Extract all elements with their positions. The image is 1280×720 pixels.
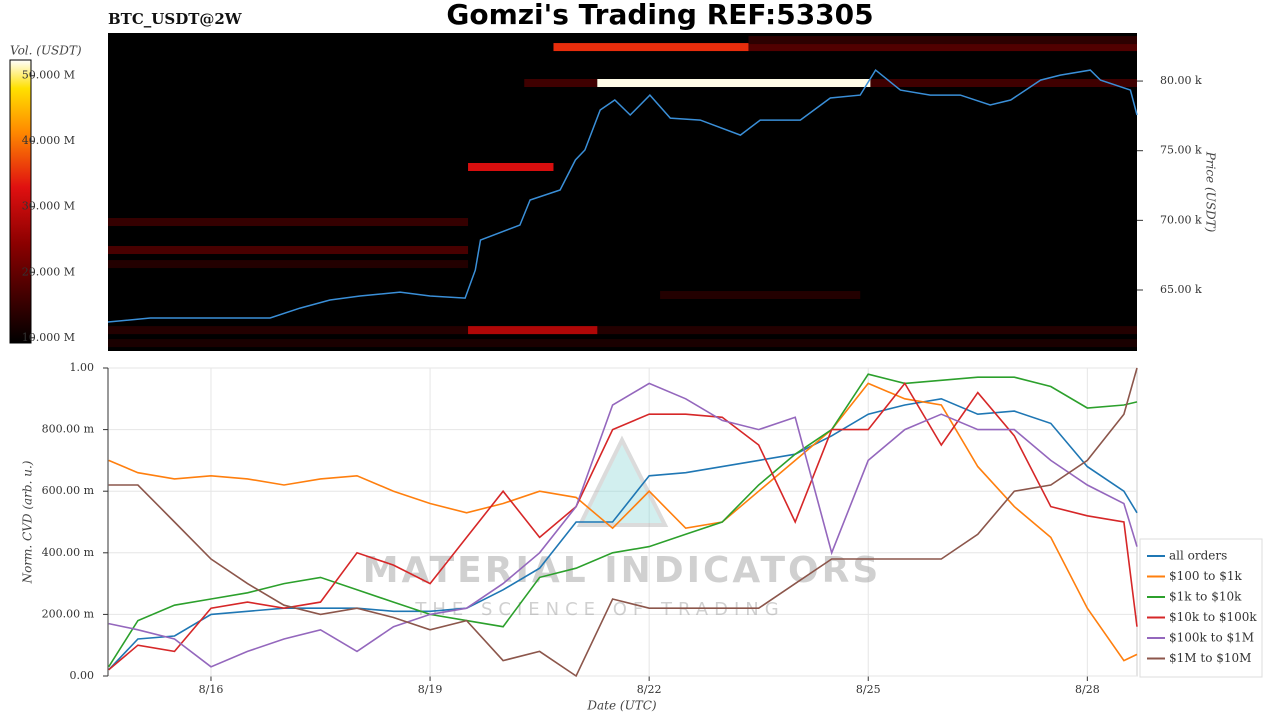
price-line	[107, 68, 1138, 323]
y-axis-label: Norm. CVD (arb. u.)	[21, 460, 35, 584]
x-axis-label: Date (UTC)	[586, 699, 656, 713]
y-tick-label: 600.00 m	[42, 484, 95, 497]
y-tick-label: 80.00 k	[1160, 74, 1202, 87]
y-tick-label: 800.00 m	[42, 423, 95, 436]
plot-area	[107, 367, 1138, 677]
colorbar-tick-label: 20.000 M	[22, 265, 75, 278]
y-tick-label: 0.00	[70, 669, 95, 682]
heatmap-cell	[870, 79, 1137, 88]
colorbar-tick-label: 40.000 M	[22, 134, 75, 147]
legend-box	[1139, 538, 1263, 678]
series-line	[108, 373, 1138, 668]
x-tick-label: 8/28	[1075, 683, 1100, 696]
heatmap-cell	[108, 260, 469, 269]
colorbar-tick-label: 10.000 M	[22, 331, 75, 344]
watermark: MATERIAL INDICATORS	[363, 550, 882, 591]
legend-label: all orders	[1169, 549, 1227, 563]
y-tick-label: 65.00 k	[1160, 283, 1202, 296]
heatmap-cell	[468, 162, 554, 171]
y-axis-label: Price (USDT)	[1204, 151, 1218, 233]
chart-title: Gomzi's Trading REF:53305	[446, 0, 873, 31]
legend-label: $1k to $10k	[1169, 590, 1242, 604]
heatmap-cell	[108, 218, 469, 227]
legend-label: $10k to $100k	[1169, 610, 1257, 624]
series-line	[108, 382, 1138, 668]
heatmap-cell	[660, 291, 861, 300]
heatmap-cell	[748, 43, 1137, 52]
x-tick-label: 8/25	[856, 683, 881, 696]
heatmap-cell	[597, 79, 871, 88]
x-tick-label: 8/16	[199, 683, 224, 696]
legend-label: $1M to $10M	[1169, 651, 1251, 665]
chart-subtitle: BTC_USDT@2W	[108, 10, 243, 28]
x-tick-label: 8/22	[637, 683, 662, 696]
x-tick-label: 8/19	[418, 683, 443, 696]
heatmap-cell	[524, 79, 598, 88]
series-line	[108, 397, 1138, 671]
colorbar-label: Vol. (USDT)	[10, 44, 82, 58]
heatmap-cell	[553, 43, 749, 52]
heatmap-cell	[748, 36, 1137, 45]
y-tick-label: 70.00 k	[1160, 213, 1202, 226]
heatmap-cell	[108, 339, 1137, 348]
colorbar-tick-label: 50.000 M	[22, 69, 75, 82]
heatmap-cell	[108, 246, 469, 255]
colorbar	[9, 59, 32, 344]
legend-label: $100 to $1k	[1169, 569, 1242, 583]
y-tick-label: 400.00 m	[42, 546, 95, 559]
y-tick-label: 1.00	[70, 361, 95, 374]
colorbar-tick-label: 30.000 M	[22, 200, 75, 213]
series-line	[108, 367, 1138, 678]
heatmap-cell	[468, 326, 598, 335]
y-tick-label: 200.00 m	[42, 607, 95, 620]
y-tick-label: 75.00 k	[1160, 144, 1202, 157]
series-line	[108, 381, 1138, 671]
watermark: THE SCIENCE OF TRADING	[414, 599, 784, 620]
series-line	[108, 382, 1138, 662]
heatmap-cell	[108, 326, 1137, 335]
legend-label: $100k to $1M	[1169, 631, 1254, 645]
